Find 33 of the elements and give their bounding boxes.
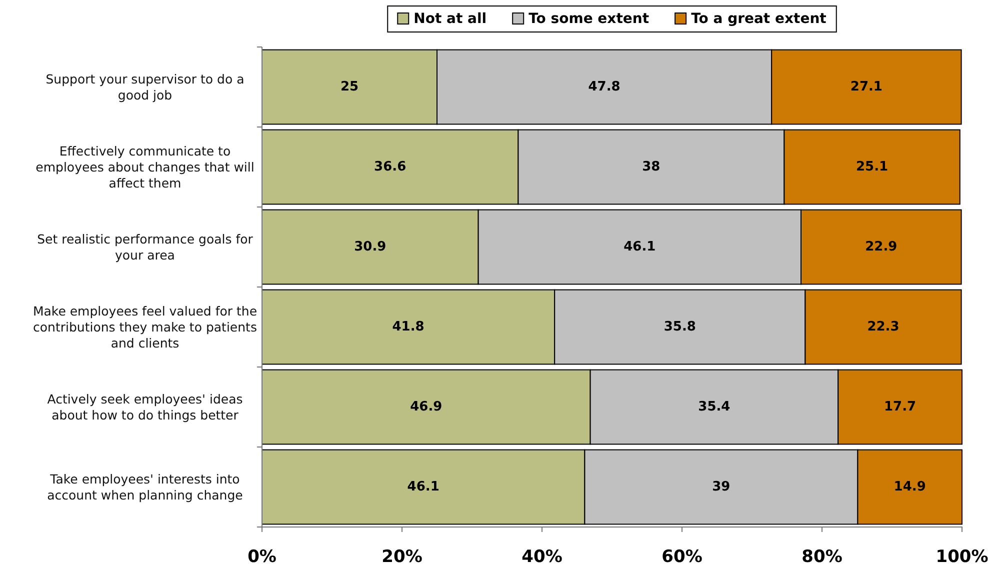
legend-label: Not at all <box>414 11 487 27</box>
y-tick-label: Make employees feel valued for the contributions they make to patients and clients <box>32 303 258 350</box>
data-label: 27.1 <box>850 80 882 94</box>
x-tick-label: 80% <box>802 547 842 568</box>
legend-label: To a great extent <box>691 11 827 27</box>
data-label: 30.9 <box>354 240 386 254</box>
y-tick-label: Actively seek employees' ideas about how to do things better <box>47 391 243 422</box>
data-label: 41.8 <box>392 320 424 334</box>
data-label: 36.6 <box>374 160 406 174</box>
data-label: 17.7 <box>884 400 916 414</box>
x-tick-label: 20% <box>382 547 422 568</box>
data-label: 46.1 <box>407 480 440 494</box>
data-label: 14.9 <box>894 480 926 494</box>
y-tick-label: Support your supervisor to do a good job <box>46 71 244 102</box>
data-label: 46.1 <box>624 240 656 254</box>
x-tick-label: 100% <box>936 547 988 568</box>
data-label: 39 <box>712 480 730 494</box>
x-tick-label: 40% <box>522 547 562 568</box>
legend-label: To some extent <box>528 11 650 27</box>
data-label: 46.9 <box>410 400 442 414</box>
data-label: 25.1 <box>856 160 888 174</box>
y-tick-label: Take employees' interests into account when planning change <box>47 471 244 502</box>
data-label: 35.8 <box>664 320 696 334</box>
data-label: 47.8 <box>588 80 620 94</box>
data-label: 35.4 <box>698 400 730 414</box>
data-label: 38 <box>642 160 660 174</box>
y-tick-label: Effectively communicate to employees about changes that will affect them <box>36 143 254 190</box>
data-label: 25 <box>340 80 359 94</box>
x-tick-label: 60% <box>662 547 702 568</box>
y-tick-label: Set realistic performance goals for your area <box>37 231 254 262</box>
x-tick-label: 0% <box>248 547 276 568</box>
data-label: 22.9 <box>865 240 898 254</box>
data-label: 22.3 <box>867 320 900 334</box>
